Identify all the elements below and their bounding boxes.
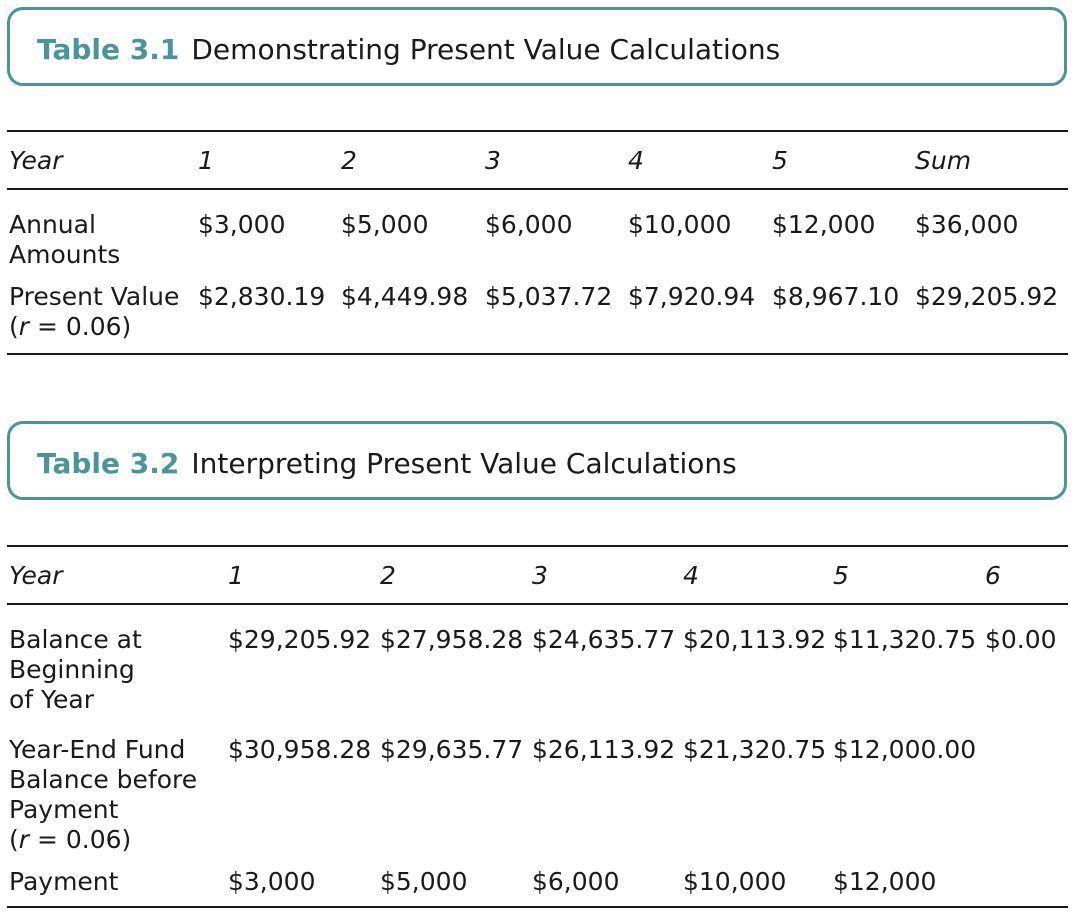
row-label-present-value: Present Value (r = 0.06) [9,282,179,342]
table-cell: $10,000 [628,210,732,239]
header-year-1: 1 [228,561,244,590]
table-cell: $3,000 [228,867,316,896]
header-year: Year [9,561,63,590]
table-3-1-title-text: Demonstrating Present Value Calculations [191,33,781,66]
table-cell: $21,320.75 [683,735,827,764]
table-3-1-title-box: Table 3.1 Demonstrating Present Value Cal… [7,7,1067,86]
row-label-eq: = 0.06) [29,825,132,854]
header-sum: Sum [915,146,972,175]
table-3-1-top-rule [7,130,1068,132]
table-3-2-label: Table 3.2 [37,447,180,480]
table-3-1-label: Table 3.1 [37,33,180,66]
table-cell: $6,000 [485,210,573,239]
header-year-2: 2 [341,146,357,175]
table-cell: $2,830.19 [198,282,326,311]
table-3-1-title: Table 3.1 Demonstrating Present Value Cal… [37,33,780,66]
table-cell: $29,635.77 [380,735,524,764]
table-cell: $27,958.28 [380,625,524,654]
table-cell: $10,000 [683,867,787,896]
header-year: Year [9,146,63,175]
table-cell: $4,449.98 [341,282,469,311]
table-cell: $5,000 [380,867,468,896]
table-cell: $7,920.94 [628,282,756,311]
table-cell: $6,000 [532,867,620,896]
table-cell: $5,037.72 [485,282,613,311]
row-label-paren: ( [9,825,19,854]
table-cell: $12,000 [772,210,876,239]
table-cell: $36,000 [915,210,1019,239]
header-year-5: 5 [833,561,849,590]
table-3-2-top-rule [7,545,1068,547]
table-cell: $11,320.75 [833,625,977,654]
header-year-3: 3 [532,561,548,590]
table-cell: $30,958.28 [228,735,372,764]
table-cell: $12,000.00 [833,735,977,764]
row-label-eq: = 0.06) [29,312,132,341]
table-cell: $8,967.10 [772,282,900,311]
row-label-year-end-balance: Year-End Fund Balance before Payment (r … [9,735,224,855]
row-label-balance-beginning: Balance at Beginning of Year [9,625,142,714]
header-year-2: 2 [380,561,396,590]
table-3-2-title: Table 3.2 Interpreting Present Value Calc… [37,447,737,480]
table-3-1-bottom-rule [7,353,1068,355]
table-3-2-title-text: Interpreting Present Value Calculations [191,447,737,480]
table-cell: $5,000 [341,210,429,239]
table-cell: $24,635.77 [532,625,676,654]
table-3-2-title-box: Table 3.2 Interpreting Present Value Calc… [7,421,1067,500]
table-cell: $29,205.92 [915,282,1059,311]
table-cell: $12,000 [833,867,937,896]
row-label-payment: Payment [9,867,119,896]
table-cell: $26,113.92 [532,735,676,764]
header-year-6: 6 [985,561,1001,590]
row-label-r: r [18,825,30,854]
header-year-3: 3 [485,146,501,175]
row-label-annual-amounts: Annual Amounts [9,210,121,269]
table-3-2-bottom-rule [7,906,1068,908]
row-label-main: Present Value [9,282,180,311]
header-year-1: 1 [198,146,214,175]
header-year-4: 4 [683,561,699,590]
row-label-r: r [18,312,30,341]
header-year-4: 4 [628,146,644,175]
row-label-paren: ( [9,312,19,341]
header-year-5: 5 [772,146,788,175]
table-cell: $0.00 [985,625,1057,654]
table-3-2-header-rule [7,603,1068,605]
table-3-1-header-rule [7,188,1068,190]
row-label-main: Year-End Fund Balance before Payment [9,735,198,824]
table-cell: $20,113.92 [683,625,827,654]
table-cell: $29,205.92 [228,625,372,654]
table-cell: $3,000 [198,210,286,239]
